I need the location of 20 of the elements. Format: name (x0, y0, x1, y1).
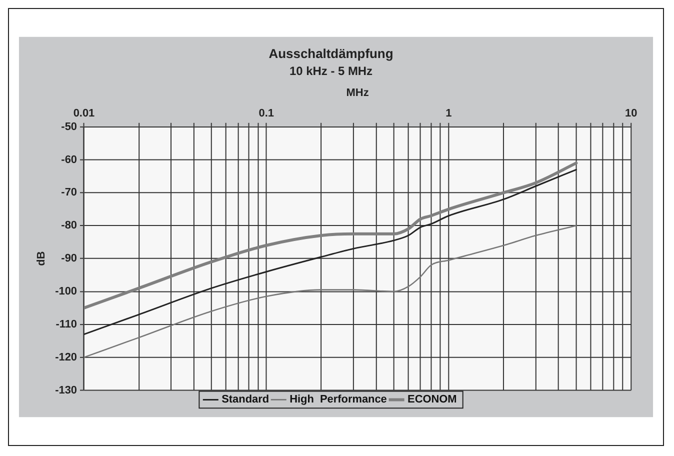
y-axis-title: dB (36, 251, 48, 266)
y-tick-label: -120 (55, 351, 78, 364)
x-tick-label: 0.01 (73, 107, 95, 120)
chart-subtitle: 10 kHz - 5 MHz (290, 64, 373, 78)
y-tick-label: -90 (61, 252, 78, 265)
y-tick-label: -50 (61, 120, 78, 133)
y-tick-label: -130 (55, 384, 78, 396)
y-tick-label: -70 (61, 186, 78, 199)
y-tick-label: -80 (61, 220, 78, 232)
legend-label: High Performance (290, 394, 387, 406)
x-tick-label: 10 (625, 107, 638, 120)
y-tick-label: -110 (56, 318, 78, 330)
legend-label: Standard (222, 394, 270, 406)
x-axis-title: MHz (346, 87, 370, 100)
x-tick-label: 0.1 (258, 107, 274, 120)
y-tick-label: -100 (55, 286, 78, 298)
y-tick-label: -60 (61, 154, 78, 166)
x-tick-label: 1 (446, 107, 452, 120)
chart-title: Ausschaltdämpfung (268, 46, 394, 62)
legend-label: ECONOM (408, 394, 457, 406)
